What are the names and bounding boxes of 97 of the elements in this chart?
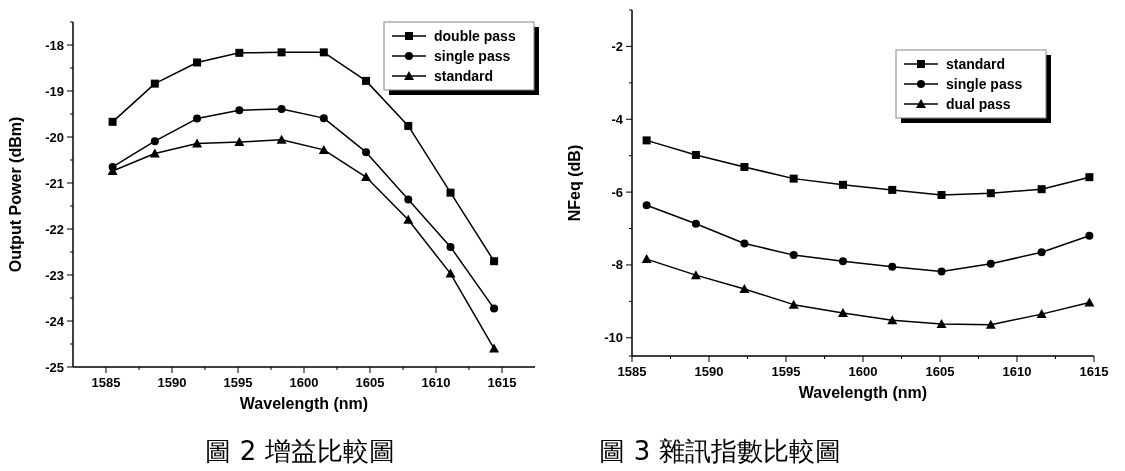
point bbox=[362, 148, 371, 157]
x-tick-label: 1590 bbox=[157, 375, 187, 390]
point bbox=[489, 343, 500, 353]
point bbox=[985, 319, 996, 329]
legend-label: standard bbox=[946, 56, 1006, 72]
y-tick-label: -19 bbox=[45, 83, 64, 99]
y-axis-title: Output Power (dBm) bbox=[7, 116, 24, 273]
point bbox=[403, 214, 414, 224]
x-tick-label: 1600 bbox=[848, 364, 878, 379]
point bbox=[1085, 231, 1094, 240]
point bbox=[108, 117, 117, 126]
point bbox=[936, 318, 947, 328]
point bbox=[887, 315, 898, 325]
point bbox=[986, 259, 995, 268]
x-axis-title: Wavelength (nm) bbox=[798, 384, 928, 401]
y-tick-label: -18 bbox=[45, 37, 64, 53]
caption: 圖 3 雜訊指數比較圖 bbox=[599, 436, 841, 466]
x-tick-label: 1585 bbox=[617, 364, 647, 379]
point bbox=[838, 257, 847, 266]
x-tick-label: 1600 bbox=[289, 375, 319, 390]
x-tick-label: 1590 bbox=[694, 364, 724, 379]
point bbox=[446, 188, 455, 197]
point bbox=[319, 48, 328, 57]
y-tick-label: -25 bbox=[45, 359, 64, 375]
point bbox=[937, 191, 946, 200]
x-tick-label: 1615 bbox=[487, 375, 517, 390]
point bbox=[404, 195, 413, 204]
point bbox=[642, 201, 651, 210]
point bbox=[490, 257, 499, 266]
x-tick-label: 1595 bbox=[223, 375, 253, 390]
x-tick-label: 1615 bbox=[1079, 364, 1109, 379]
x-tick-label: 1610 bbox=[1002, 364, 1032, 379]
point bbox=[739, 283, 750, 293]
y-tick-label: -8 bbox=[611, 257, 623, 273]
point bbox=[193, 114, 202, 123]
point bbox=[361, 172, 372, 182]
point bbox=[277, 48, 286, 57]
point bbox=[276, 134, 287, 144]
point bbox=[837, 308, 848, 318]
point bbox=[150, 79, 159, 88]
point bbox=[691, 150, 700, 159]
point bbox=[404, 121, 413, 130]
legend-label: single pass bbox=[946, 76, 1023, 92]
point bbox=[1036, 309, 1047, 319]
x-tick-label: 1595 bbox=[771, 364, 801, 379]
point bbox=[319, 114, 328, 123]
legend-label: dual pass bbox=[946, 96, 1011, 112]
y-tick-label: -4 bbox=[611, 111, 624, 127]
point bbox=[789, 174, 798, 183]
point bbox=[1084, 297, 1095, 307]
point bbox=[789, 251, 798, 260]
point bbox=[788, 299, 799, 309]
point bbox=[641, 254, 652, 264]
legend-label: standard bbox=[434, 68, 494, 84]
point bbox=[1037, 185, 1046, 194]
point bbox=[642, 136, 651, 145]
x-tick-label: 1605 bbox=[925, 364, 955, 379]
point bbox=[1037, 248, 1046, 257]
point bbox=[234, 137, 245, 147]
point bbox=[937, 267, 946, 276]
legend-label: double pass bbox=[434, 28, 516, 44]
y-tick-label: -6 bbox=[611, 184, 623, 200]
point bbox=[691, 219, 700, 228]
point bbox=[235, 106, 244, 115]
point bbox=[490, 304, 499, 313]
point bbox=[888, 185, 897, 194]
point bbox=[318, 144, 329, 154]
point bbox=[690, 270, 701, 280]
point bbox=[888, 262, 897, 271]
point bbox=[445, 268, 456, 278]
point bbox=[362, 76, 371, 85]
point bbox=[740, 162, 749, 171]
point bbox=[740, 239, 749, 248]
x-tick-label: 1605 bbox=[355, 375, 385, 390]
y-axis-title: NFeq (dB) bbox=[566, 144, 583, 222]
y-tick-label: -23 bbox=[45, 267, 64, 283]
point bbox=[149, 148, 160, 158]
y-tick-label: -21 bbox=[45, 175, 64, 191]
point bbox=[192, 138, 203, 148]
point bbox=[1085, 173, 1094, 182]
x-tick-label: 1610 bbox=[421, 375, 451, 390]
y-tick-label: -24 bbox=[45, 313, 65, 329]
point bbox=[150, 137, 159, 146]
caption: 圖 2 增益比較圖 bbox=[205, 436, 395, 466]
y-tick-label: -22 bbox=[45, 221, 64, 237]
y-tick-label: -10 bbox=[604, 330, 623, 346]
legend-label: single pass bbox=[434, 48, 511, 64]
point bbox=[235, 48, 244, 57]
point bbox=[277, 104, 286, 113]
point bbox=[838, 180, 847, 189]
point bbox=[446, 242, 455, 251]
y-tick-label: -20 bbox=[45, 129, 64, 145]
x-axis-title: Wavelength (nm) bbox=[239, 395, 369, 412]
point bbox=[193, 58, 202, 67]
x-tick-label: 1585 bbox=[91, 375, 121, 390]
y-tick-label: -2 bbox=[611, 38, 623, 54]
point bbox=[986, 189, 995, 198]
